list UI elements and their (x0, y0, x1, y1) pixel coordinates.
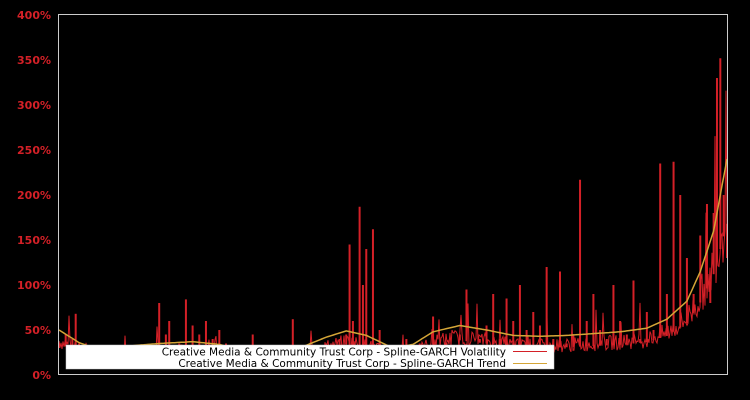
y-tick-label: 200% (17, 189, 51, 202)
plot-frame (58, 14, 728, 375)
y-tick-label: 300% (17, 99, 51, 112)
legend-label-volatility: Creative Media & Community Trust Corp - … (162, 347, 506, 359)
y-tick-label: 350% (17, 54, 51, 67)
y-tick-label: 50% (25, 324, 51, 337)
y-tick-label: 150% (17, 234, 51, 247)
legend: Creative Media & Community Trust Corp - … (65, 344, 555, 370)
y-tick-label: 250% (17, 144, 51, 157)
y-axis: 0% 50% 100% 150% 200% 250% 300% 350% 400% (17, 9, 51, 382)
y-tick-label: 100% (17, 279, 51, 292)
y-tick-label: 400% (17, 9, 51, 22)
y-tick-label: 0% (32, 369, 51, 382)
legend-label-trend: Creative Media & Community Trust Corp - … (178, 358, 506, 370)
legend-box (65, 344, 555, 370)
